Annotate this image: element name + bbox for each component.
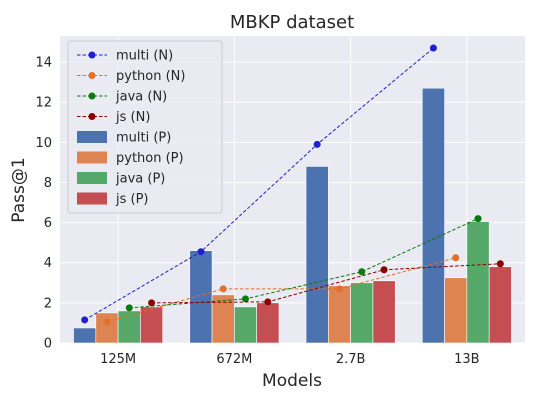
data-point — [313, 140, 321, 148]
y-tick-label: 0 — [44, 337, 52, 352]
lines — [81, 44, 504, 326]
bar — [444, 277, 468, 344]
data-point — [474, 215, 482, 223]
bar — [466, 221, 490, 344]
legend-marker — [88, 51, 96, 59]
data-point — [242, 295, 250, 303]
legend-label: java (N) — [115, 90, 167, 105]
x-tick-label: 2.7B — [336, 352, 366, 367]
legend-label: multi (P) — [116, 131, 171, 146]
legend: multi (N) python (N) java (N) js (N) multi (… — [67, 40, 223, 214]
series-line — [151, 263, 501, 304]
bar — [305, 166, 329, 344]
data-point — [219, 285, 227, 293]
y-tick-label: 10 — [35, 136, 52, 151]
legend-marker — [88, 72, 96, 79]
data-point — [264, 298, 272, 306]
bar — [421, 87, 445, 344]
data-point — [81, 316, 89, 324]
legend-label: java (P) — [115, 172, 165, 187]
y-tick-label: 14 — [35, 56, 52, 71]
y-tick-label: 12 — [35, 96, 52, 111]
chart-title: MBKP dataset — [230, 12, 354, 33]
x-tick-label: 13B — [454, 352, 479, 367]
bar — [189, 250, 213, 344]
legend-bar-swatch — [77, 131, 107, 143]
bar — [73, 327, 97, 344]
x-tick-label: 672M — [216, 352, 252, 367]
bar — [234, 306, 257, 344]
bar — [140, 306, 164, 344]
legend-label: multi (N) — [116, 49, 173, 64]
legend-label: python (N) — [116, 69, 185, 84]
bar — [328, 285, 351, 344]
y-tick-label: 4 — [44, 256, 52, 271]
legend-label: python (P) — [116, 151, 184, 166]
bar — [488, 266, 512, 344]
bars — [73, 87, 512, 344]
legend-label: js (P) — [115, 192, 149, 207]
y-ticks: 0 2 4 6 8 10 12 14 — [35, 56, 52, 352]
bar — [372, 280, 396, 344]
data-point — [148, 299, 156, 307]
legend-label: js (N) — [115, 110, 150, 125]
legend-bar-swatch — [77, 172, 107, 184]
data-point — [452, 254, 460, 262]
y-tick-label: 6 — [44, 216, 52, 231]
legend-frame — [67, 40, 223, 214]
y-tick-label: 8 — [44, 176, 52, 191]
y-axis-label: Pass@1 — [9, 157, 29, 222]
x-ticks: 125M 672M 2.7B 13B — [100, 352, 480, 367]
bar — [95, 312, 119, 344]
series-line — [106, 257, 456, 323]
bar — [350, 282, 374, 344]
x-axis-label: Models — [262, 371, 322, 391]
legend-bar-swatch — [77, 192, 107, 205]
data-point — [125, 304, 133, 312]
data-point — [103, 318, 111, 326]
data-point — [358, 268, 366, 276]
series-line — [84, 47, 434, 321]
data-point — [429, 44, 437, 52]
data-point — [380, 266, 388, 274]
data-point — [335, 285, 343, 293]
bar — [256, 302, 280, 344]
legend-marker — [88, 113, 96, 120]
data-point — [496, 260, 504, 268]
legend-marker — [88, 92, 96, 100]
data-point — [197, 248, 205, 256]
y-tick-label: 2 — [44, 296, 52, 311]
series-line — [129, 218, 479, 309]
x-tick-label: 125M — [100, 352, 136, 367]
legend-bar-swatch — [77, 151, 107, 164]
